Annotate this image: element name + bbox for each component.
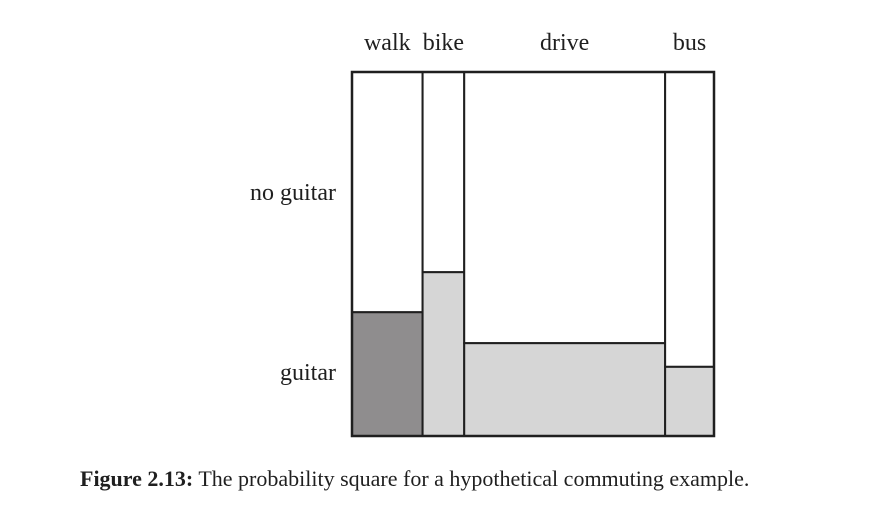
cell-bus-no-guitar — [664, 71, 716, 368]
column-label-walk: walk — [364, 30, 411, 56]
cell-drive-guitar — [463, 342, 667, 437]
figure-caption: Figure 2.13: The probability square for … — [80, 466, 749, 492]
caption-text: The probability square for a hypothetica… — [193, 466, 750, 491]
row-label-no-guitar: no guitar — [250, 180, 336, 206]
cell-bike-no-guitar — [421, 71, 466, 274]
square-outline — [350, 70, 716, 438]
cell-walk-guitar — [351, 311, 424, 437]
cell-bike-guitar — [421, 271, 466, 438]
probability-square-diagram: no guitar guitar walk bike drive bus — [250, 30, 716, 438]
probability-cells — [351, 71, 716, 438]
caption-label: Figure 2.13: — [80, 466, 194, 491]
row-label-guitar: guitar — [280, 360, 336, 386]
column-label-bus: bus — [673, 30, 706, 56]
column-label-bike: bike — [423, 30, 464, 56]
column-label-drive: drive — [540, 30, 589, 56]
cell-walk-no-guitar — [351, 71, 424, 314]
column-labels: walk bike drive bus — [364, 30, 706, 56]
cell-bus-guitar — [664, 365, 716, 437]
cell-drive-no-guitar — [463, 71, 667, 345]
